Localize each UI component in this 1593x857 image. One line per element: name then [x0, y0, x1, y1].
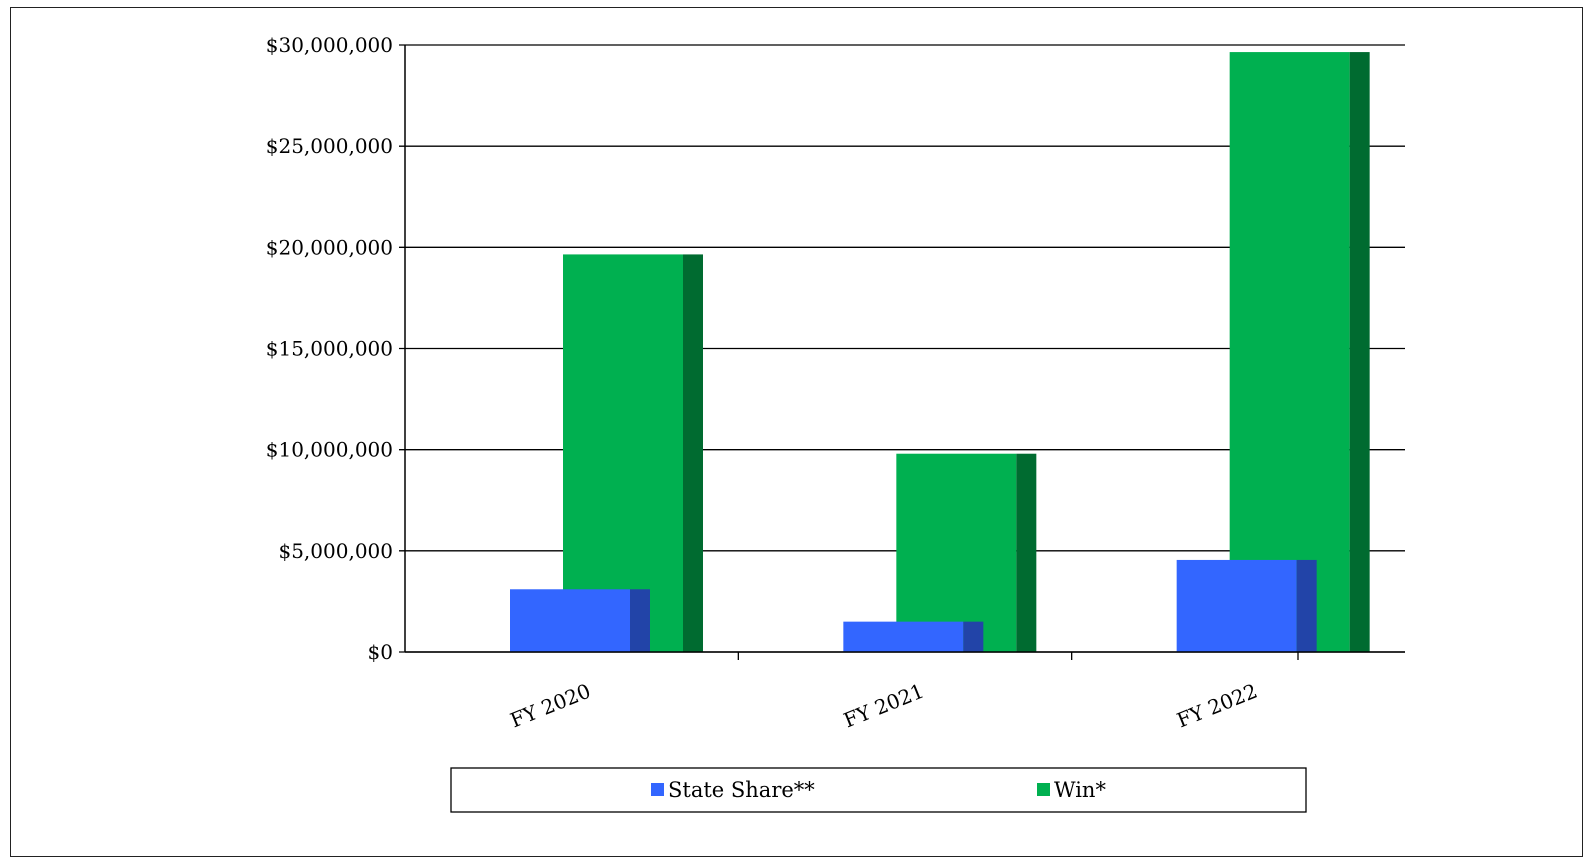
y-tick-label: $15,000,000: [266, 337, 393, 361]
y-tick-label: $5,000,000: [278, 539, 393, 563]
axes: [404, 45, 1405, 660]
bar-state-share: [1176, 559, 1297, 652]
bar-side-state-share: [630, 589, 650, 652]
bar-side-win: [683, 254, 703, 653]
legend-label-win: Win*: [1054, 778, 1106, 802]
bar-win: [563, 254, 683, 653]
bar-side-state-share: [1296, 559, 1317, 652]
y-tick-label: $10,000,000: [266, 438, 393, 462]
bar-win: [896, 453, 1017, 652]
y-tick-label: $30,000,000: [266, 33, 393, 57]
bar-side-win: [1349, 52, 1370, 652]
y-tick-label: $25,000,000: [266, 134, 393, 158]
y-tick-label: $0: [368, 640, 393, 664]
bar-side-state-share: [963, 621, 984, 652]
legend-label-state-share: State Share**: [668, 778, 815, 802]
x-axis-tick-labels: FY 2020 FY 2021 FY 2022: [507, 679, 1261, 733]
y-tick-label: $20,000,000: [266, 235, 393, 259]
y-axis-tick-labels: $0 $5,000,000 $10,000,000 $15,000,000 $20,00…: [266, 33, 393, 664]
bar-state-share: [510, 589, 630, 652]
x-tick-label: FY 2021: [840, 679, 927, 733]
bar-win: [1229, 52, 1350, 652]
legend-swatch-state-share: [651, 783, 664, 796]
legend: State Share** Win*: [450, 767, 1307, 813]
bar-state-share: [843, 621, 964, 652]
x-tick-label: FY 2020: [507, 679, 594, 733]
legend-box: [450, 767, 1307, 813]
bar-side-win: [1016, 453, 1037, 652]
bars: [510, 52, 1370, 653]
x-tick-label: FY 2022: [1173, 679, 1260, 733]
legend-swatch-win: [1037, 783, 1050, 796]
